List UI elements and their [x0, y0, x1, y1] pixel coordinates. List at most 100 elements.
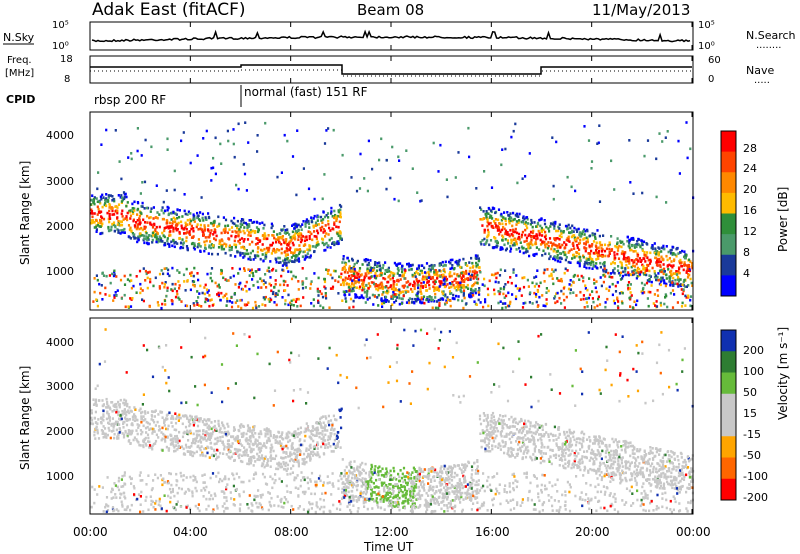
data-pixel: [503, 211, 506, 214]
data-pixel: [293, 260, 296, 264]
data-pixel: [411, 297, 414, 301]
data-pixel: [204, 423, 207, 427]
data-pixel: [91, 215, 94, 219]
data-pixel: [606, 297, 609, 301]
data-pixel: [398, 296, 401, 300]
data-pixel: [220, 231, 223, 235]
data-pixel: [290, 458, 293, 461]
data-pixel: [506, 239, 509, 242]
data-pixel: [504, 222, 507, 226]
data-pixel: [624, 267, 627, 270]
data-pixel: [90, 221, 93, 225]
data-pixel: [380, 297, 383, 300]
data-pixel: [648, 469, 652, 472]
data-pixel: [170, 288, 173, 291]
data-pixel: [428, 295, 431, 298]
data-pixel: [644, 462, 647, 465]
data-pixel: [189, 422, 192, 426]
data-pixel: [397, 501, 400, 504]
data-pixel: [226, 297, 229, 300]
data-pixel: [278, 261, 281, 264]
data-pixel: [167, 212, 171, 216]
data-pixel: [641, 249, 644, 252]
data-pixel: [116, 206, 119, 209]
data-pixel: [129, 237, 132, 240]
data-pixel: [122, 411, 125, 414]
data-pixel: [265, 286, 268, 289]
data-pixel: [659, 278, 662, 281]
data-pixel: [420, 199, 423, 202]
data-pixel: [90, 198, 93, 202]
data-pixel: [141, 289, 144, 292]
data-pixel: [360, 273, 363, 276]
data-pixel: [610, 262, 613, 266]
data-pixel: [203, 249, 206, 253]
data-pixel: [106, 211, 109, 215]
data-pixel: [555, 438, 558, 441]
data-pixel: [116, 420, 119, 424]
data-pixel: [417, 506, 420, 509]
data-pixel: [432, 285, 435, 289]
data-pixel: [136, 432, 139, 436]
data-pixel: [362, 296, 365, 300]
data-pixel: [122, 435, 126, 439]
data-pixel: [396, 263, 399, 266]
data-pixel: [158, 287, 161, 290]
data-pixel: [252, 220, 256, 224]
data-pixel: [266, 247, 269, 250]
data-pixel: [562, 292, 565, 296]
data-pixel: [486, 421, 490, 424]
data-pixel: [543, 280, 546, 283]
data-pixel: [101, 418, 104, 421]
data-pixel: [635, 468, 638, 472]
data-pixel: [133, 200, 136, 204]
data-pixel: [131, 210, 135, 213]
data-pixel: [356, 295, 359, 299]
data-pixel: [248, 223, 251, 226]
data-pixel: [509, 229, 512, 232]
data-pixel: [102, 415, 105, 418]
data-pixel: [494, 240, 497, 243]
data-pixel: [587, 262, 591, 265]
data-pixel: [233, 239, 236, 243]
data-pixel: [247, 301, 250, 304]
data-pixel: [182, 241, 185, 244]
data-pixel: [176, 208, 179, 211]
data-pixel: [137, 237, 140, 240]
data-pixel: [629, 283, 632, 286]
data-pixel: [304, 256, 307, 260]
data-pixel: [284, 468, 287, 471]
data-pixel: [352, 270, 355, 273]
data-pixel: [397, 269, 400, 272]
data-pixel: [331, 215, 334, 218]
data-pixel: [589, 261, 592, 265]
data-pixel: [309, 282, 312, 286]
data-pixel: [408, 297, 411, 300]
data-pixel: [691, 266, 694, 270]
data-pixel: [604, 270, 607, 274]
data-pixel: [376, 296, 379, 299]
data-pixel: [319, 229, 323, 232]
data-pixel: [290, 270, 293, 274]
data-pixel: [568, 445, 571, 449]
data-pixel: [91, 194, 94, 197]
data-pixel: [656, 289, 659, 292]
data-pixel: [216, 293, 219, 296]
data-pixel: [238, 267, 241, 271]
data-pixel: [358, 275, 361, 279]
data-pixel: [524, 422, 527, 426]
data-pixel: [309, 254, 312, 257]
data-pixel: [324, 443, 327, 447]
data-pixel: [130, 279, 133, 282]
data-pixel: [465, 269, 468, 273]
data-pixel: [361, 263, 364, 266]
data-pixel: [120, 196, 124, 200]
data-pixel: [594, 265, 597, 268]
data-pixel: [258, 458, 261, 462]
data-pixel: [531, 281, 534, 285]
data-pixel: [536, 221, 540, 225]
data-pixel: [304, 222, 307, 226]
data-pixel: [341, 278, 345, 282]
data-pixel: [248, 231, 251, 234]
data-pixel: [399, 486, 402, 490]
